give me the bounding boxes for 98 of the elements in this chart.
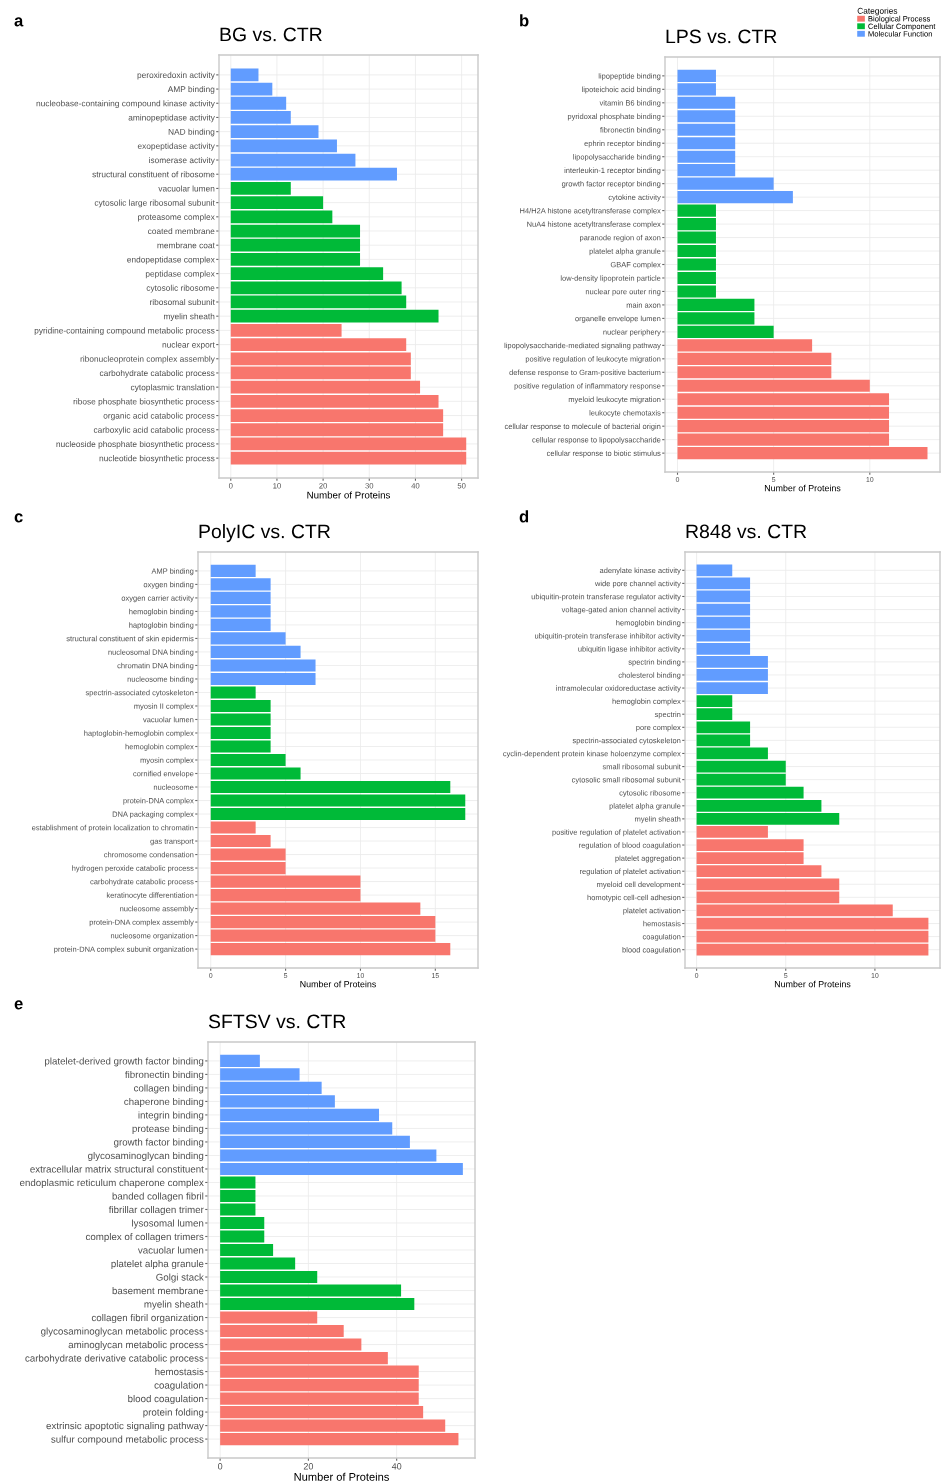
bar xyxy=(230,309,439,323)
bar xyxy=(677,339,813,352)
bar xyxy=(696,930,929,943)
x-axis-title: Number of Proteins xyxy=(300,980,376,988)
y-tick-label: endoplasmic reticulum chaperone complex xyxy=(19,1178,204,1189)
y-tick-label: carboxylic acid catabolic process xyxy=(93,426,215,435)
y-tick-label: AMP binding xyxy=(167,86,215,94)
y-tick-label: isomerase activity xyxy=(149,157,215,165)
bar xyxy=(230,451,467,465)
bar xyxy=(696,917,929,930)
y-tick-label: basement membrane xyxy=(112,1287,204,1295)
text: b xyxy=(520,14,529,27)
y-tick-label: vacuolar lumen xyxy=(158,185,215,192)
y-tick-label: platelet alpha granule xyxy=(111,1259,204,1270)
y-tick-label: extrinsic apoptotic signaling pathway xyxy=(46,1422,204,1432)
x-tick-label: 0 xyxy=(217,1463,223,1470)
y-tick-label: cytoplasmic translation xyxy=(130,384,215,392)
bar xyxy=(230,82,273,96)
bar xyxy=(696,577,751,590)
y-tick-label: ribose phosphate biosynthetic process xyxy=(73,398,215,407)
y-tick-label: nucleobase-containing compound kinase activity xyxy=(36,100,215,109)
x-axis-title: Number of Proteins xyxy=(307,491,391,499)
bar xyxy=(696,943,929,956)
y-tick-label: coated membrane xyxy=(148,227,215,235)
y-tick-label: myelin sheath xyxy=(144,1300,204,1310)
text: a xyxy=(14,17,24,27)
y-tick-label: platelet-derived growth factor binding xyxy=(45,1057,204,1067)
bar xyxy=(696,904,893,917)
chart-title: BG vs. CTR xyxy=(220,27,322,42)
y-tick-label: chaperone binding xyxy=(124,1097,204,1107)
y-tick-label: fibronectin binding xyxy=(125,1070,204,1080)
y-tick-label: carbohydrate catabolic process xyxy=(99,369,215,378)
bar xyxy=(230,167,397,181)
bar xyxy=(696,760,786,773)
y-tick-label: proteasome complex xyxy=(138,213,215,222)
text: d xyxy=(519,510,529,523)
text: c xyxy=(14,513,23,523)
y-tick-label: lysosomal lumen xyxy=(132,1219,204,1229)
y-tick-label: pyridine-containing compound metabolic process xyxy=(34,327,215,336)
bar xyxy=(230,366,411,380)
bar xyxy=(230,153,356,167)
y-tick-label: organic acid catabolic process xyxy=(103,412,215,421)
y-tick-label: ribosomal subunit xyxy=(150,298,215,306)
y-tick-label: protein folding xyxy=(143,1408,204,1418)
bar xyxy=(696,590,751,603)
chart-title: PolyIC vs. CTR xyxy=(199,524,330,543)
bar xyxy=(230,437,467,451)
y-tick-label: nucleotide biosynthetic process xyxy=(99,455,215,463)
y-tick-label: hemostasis xyxy=(155,1368,204,1376)
y-tick-label: carbohydrate derivative catabolic process xyxy=(25,1354,204,1364)
bar xyxy=(696,747,768,760)
y-tick-label: NAD binding xyxy=(168,128,215,137)
y-tick-label: cytosolic large ribosomal subunit xyxy=(94,199,215,208)
text: e xyxy=(14,1000,23,1010)
chart-title: R848 vs. CTR xyxy=(686,524,807,539)
legend-title: Categories xyxy=(857,7,898,16)
y-tick-label: exopeptidase activity xyxy=(137,142,215,151)
x-tick-label: 20 xyxy=(303,1463,314,1470)
x-axis-title: Number of Proteins xyxy=(774,980,851,988)
bar xyxy=(230,224,361,238)
y-tick-label: protease binding xyxy=(132,1124,204,1134)
y-tick-label: nucleoside phosphate biosynthetic process xyxy=(56,440,215,449)
y-tick-label: fibrillar collagen trimer xyxy=(108,1205,204,1216)
y-tick-label: glycosaminoglycan binding xyxy=(88,1151,204,1161)
y-tick-label: myelin sheath xyxy=(163,313,215,321)
y-tick-label: endopeptidase complex xyxy=(127,256,215,265)
y-tick-label: collagen binding xyxy=(133,1084,204,1094)
y-tick-label: peptidase complex xyxy=(145,270,215,279)
bar xyxy=(677,325,774,338)
y-tick-label: aminopeptidase activity xyxy=(128,114,215,123)
y-tick-label: ribonucleoprotein complex assembly xyxy=(80,355,215,364)
bar xyxy=(230,68,259,82)
y-tick-label: collagen fibril organization xyxy=(91,1314,204,1324)
y-tick-label: complex of collagen trimers xyxy=(85,1232,204,1243)
chart-title: LPS vs. CTR xyxy=(666,29,777,44)
y-tick-label: membrane coat xyxy=(157,242,215,249)
y-tick-label: peroxiredoxin activity xyxy=(137,71,215,80)
y-tick-label: growth factor binding xyxy=(114,1138,204,1148)
y-tick-label: sulfur compound metabolic process xyxy=(51,1435,204,1445)
y-tick-label: banded collagen fibril xyxy=(112,1192,204,1202)
y-tick-label: Golgi stack xyxy=(156,1273,204,1283)
bar xyxy=(230,295,407,309)
y-tick-label: coagulation xyxy=(154,1381,204,1391)
y-tick-label: cytosolic ribosome xyxy=(146,284,215,293)
y-tick-label: glycosaminoglycan metabolic process xyxy=(41,1327,204,1337)
y-tick-label: nuclear export xyxy=(162,341,215,350)
y-tick-label: structural constituent of ribosome xyxy=(92,171,215,178)
y-tick-label: aminoglycan metabolic process xyxy=(68,1341,204,1351)
y-tick-label: blood coagulation xyxy=(128,1395,204,1405)
x-axis-title: Number of Proteins xyxy=(294,1472,389,1481)
y-tick-label: extracellular matrix structural constituent xyxy=(30,1165,204,1173)
bar xyxy=(696,564,733,577)
y-tick-label: vacuolar lumen xyxy=(137,1246,204,1254)
x-tick-label: 40 xyxy=(391,1463,402,1470)
y-tick-label: integrin binding xyxy=(138,1111,204,1121)
x-axis-title: Number of Proteins xyxy=(764,484,841,492)
bar xyxy=(696,603,751,616)
chart-title: SFTSV vs. CTR xyxy=(208,1014,346,1029)
